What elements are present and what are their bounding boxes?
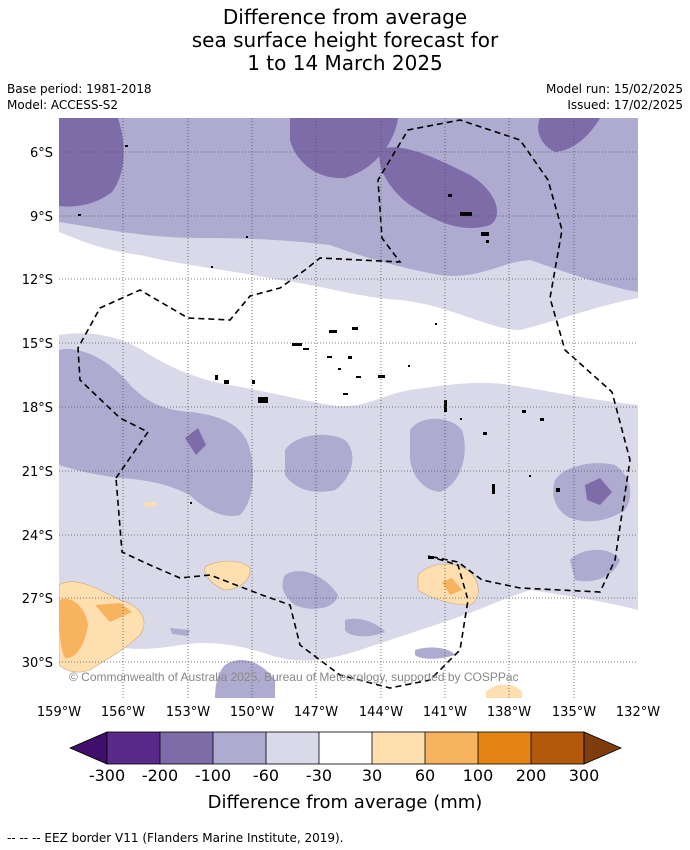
lat-label: 27°S	[22, 592, 53, 607]
issued-text: Issued: 17/02/2025	[567, 98, 683, 112]
colorbar-tick-label: 100	[462, 766, 494, 785]
colorbar-swatch	[372, 732, 425, 764]
anomaly-positive-east-core	[442, 578, 462, 595]
anomaly-positive-small	[143, 502, 157, 507]
colorbar-swatch	[213, 732, 266, 764]
lon-label: 156°W	[101, 705, 145, 720]
anomaly-positive-central	[204, 560, 251, 591]
colorbar	[68, 731, 623, 765]
lon-label: 132°W	[616, 705, 660, 720]
copyright-text: © Commonwealth of Australia 2025, Bureau…	[69, 670, 519, 684]
colorbar-swatch	[478, 732, 531, 764]
anomaly-blob-east-central	[409, 418, 465, 492]
lon-label: 153°W	[166, 705, 210, 720]
anomaly-core-east	[585, 478, 612, 505]
anomaly-core-northeast	[379, 147, 498, 229]
colorbar-swatch	[160, 732, 213, 764]
anomaly-blob-central	[285, 434, 353, 492]
lon-label: 144°W	[359, 705, 403, 720]
colorbar-tick-label: -300	[88, 766, 126, 785]
anomaly-positive-southwest-core	[59, 598, 88, 659]
gridlines	[59, 118, 638, 698]
lon-label: 147°W	[294, 705, 338, 720]
anomaly-core-east-top	[538, 118, 600, 152]
lat-label: 24°S	[22, 529, 53, 544]
anomaly-blob-southwest	[170, 628, 190, 636]
anomaly-blob-south-central	[282, 571, 338, 609]
title-line-2: sea surface height forecast for	[191, 28, 499, 52]
anomaly-core-northwest	[59, 118, 124, 207]
colorbar-extend-low	[68, 731, 108, 765]
model-text: Model: ACCESS-S2	[7, 98, 119, 112]
colorbar-swatch	[266, 732, 319, 764]
anomaly-band-west	[59, 349, 253, 516]
anomaly-field	[59, 118, 638, 698]
lat-label: 30°S	[22, 656, 53, 671]
anomaly-core-north-central	[290, 118, 398, 179]
colorbar-tick-label: 60	[414, 766, 436, 785]
lat-label: 15°S	[22, 337, 53, 352]
anomaly-blob-bottom	[215, 660, 275, 698]
eez-legend-text: -- -- -- EEZ border V11 (Flanders Marine…	[7, 831, 344, 845]
colorbar-tick-label: -100	[194, 766, 232, 785]
lat-label: 6°S	[30, 146, 53, 161]
colorbar-title: Difference from average (mm)	[207, 792, 483, 813]
model-run-text: Model run: 15/02/2025	[545, 82, 683, 96]
lon-label: 159°W	[37, 705, 81, 720]
colorbar-tick-label: -200	[141, 766, 179, 785]
colorbar-tick-label: -30	[305, 766, 333, 785]
anomaly-positive-bottom	[486, 684, 522, 698]
lat-label: 21°S	[22, 465, 53, 480]
colorbar-tick-label: 30	[361, 766, 383, 785]
colorbar-tick-label: 300	[568, 766, 600, 785]
lat-label: 18°S	[22, 401, 53, 416]
colorbar-tick-label: -60	[252, 766, 280, 785]
colorbar-swatch	[319, 732, 372, 764]
lon-label: 141°W	[423, 705, 467, 720]
lon-label: 150°W	[230, 705, 274, 720]
lat-label: 12°S	[22, 273, 53, 288]
base-period-text: Base period: 1981-2018	[7, 82, 152, 96]
title-line-1: Difference from average	[222, 5, 468, 29]
title-line-3: 1 to 14 March 2025	[247, 51, 443, 75]
lat-label: 9°S	[30, 210, 53, 225]
colorbar-swatch	[425, 732, 478, 764]
colorbar-swatch	[107, 732, 160, 764]
lon-label: 138°W	[487, 705, 531, 720]
anomaly-core-west	[185, 428, 206, 455]
colorbar-swatch	[531, 732, 584, 764]
islands	[78, 145, 560, 559]
anomaly-blob-southeast	[570, 549, 620, 582]
lon-label: 135°W	[552, 705, 596, 720]
eez-border	[77, 119, 631, 689]
colorbar-extend-high	[583, 731, 623, 765]
colorbar-tick-label: 200	[515, 766, 547, 785]
anomaly-band-north-inner	[59, 118, 638, 292]
anomaly-blob-south	[345, 618, 385, 637]
